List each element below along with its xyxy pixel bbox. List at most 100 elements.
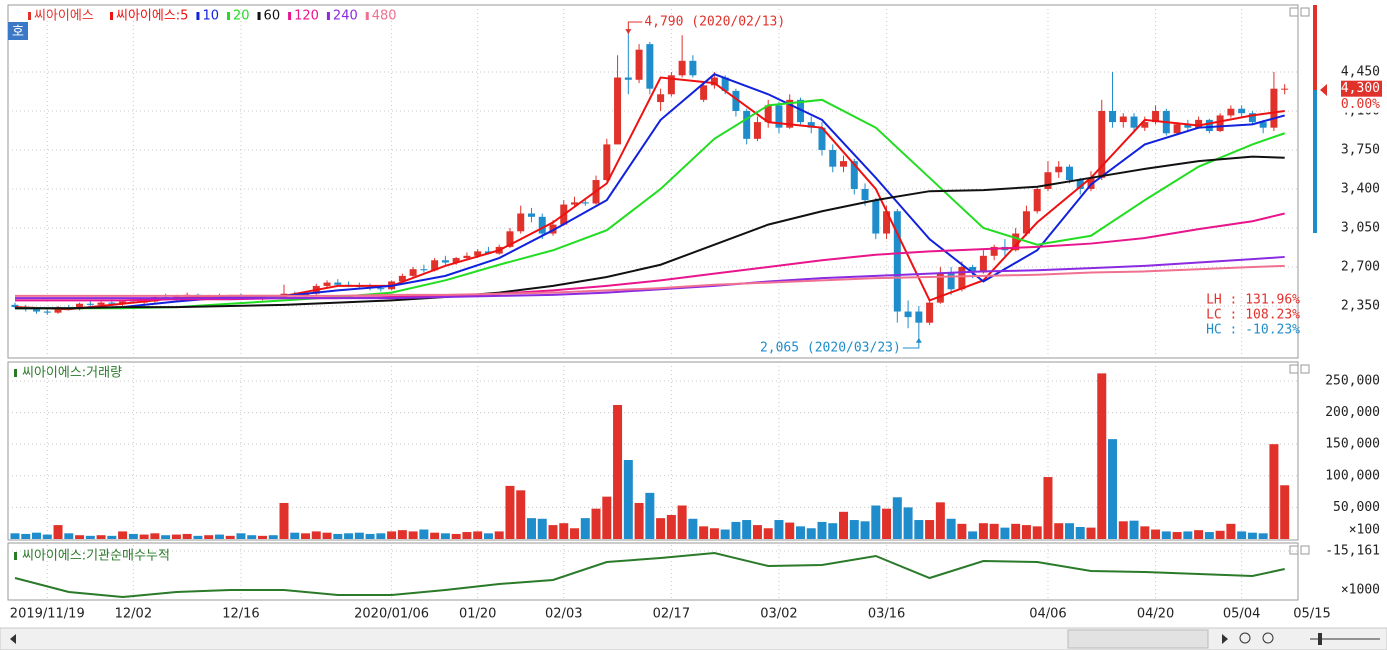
candle-body bbox=[1065, 166, 1073, 181]
volume-bar bbox=[247, 535, 257, 539]
scrollbar bbox=[0, 627, 1387, 650]
candle-body bbox=[538, 216, 546, 234]
volume-bar bbox=[602, 496, 612, 539]
x-tick-label: 12/02 bbox=[115, 607, 152, 622]
volume-bar bbox=[387, 531, 397, 539]
volume-bar bbox=[1151, 529, 1161, 539]
volume-bar bbox=[451, 533, 461, 539]
volume-bar bbox=[182, 533, 192, 539]
volume-bar bbox=[1237, 531, 1247, 539]
candle-body bbox=[635, 49, 643, 80]
candle-body bbox=[840, 161, 848, 167]
candle-body bbox=[624, 77, 632, 80]
x-tick-label: 04/20 bbox=[1137, 607, 1174, 622]
volume-bar bbox=[1204, 532, 1214, 539]
volume-bar bbox=[21, 533, 31, 539]
volume-bar bbox=[1054, 523, 1064, 539]
panel-close[interactable] bbox=[1300, 364, 1310, 374]
zoom-handle[interactable] bbox=[1318, 633, 1322, 645]
volume-bar bbox=[1032, 526, 1042, 539]
panel-close[interactable] bbox=[1300, 545, 1310, 555]
candle-body bbox=[657, 94, 665, 103]
volume-bar bbox=[548, 525, 558, 539]
volume-bar bbox=[1064, 523, 1074, 539]
panel-minimize[interactable] bbox=[1289, 7, 1299, 17]
scrollbar-track[interactable] bbox=[0, 627, 1387, 650]
annotation-label: 2,065 (2020/03/23) bbox=[760, 341, 901, 356]
volume-bar bbox=[1280, 485, 1290, 539]
volume-bar bbox=[161, 535, 171, 539]
volume-bar bbox=[860, 521, 870, 539]
volume-bar bbox=[957, 523, 967, 539]
x-tick-label: 2020/01/06 bbox=[354, 607, 429, 622]
candle-body bbox=[753, 122, 761, 139]
candle-body bbox=[1270, 88, 1278, 128]
zoom-out[interactable] bbox=[1239, 632, 1251, 644]
candle-body bbox=[893, 211, 901, 312]
candle-body bbox=[979, 255, 987, 273]
volume-bar bbox=[1269, 444, 1279, 539]
volume-bar bbox=[494, 531, 504, 539]
legend-swatch bbox=[365, 12, 369, 20]
volume-bar bbox=[236, 533, 246, 539]
last-price-label: 4,300 bbox=[1341, 81, 1380, 96]
legend-label: 10 bbox=[202, 9, 219, 24]
candle-body bbox=[1216, 115, 1224, 132]
panel-minimize[interactable] bbox=[1289, 545, 1299, 555]
volume-bar bbox=[537, 518, 547, 539]
scroll-left[interactable] bbox=[10, 634, 16, 644]
stat-label: LC : 108.23% bbox=[1206, 308, 1300, 323]
annotation-arrowhead bbox=[625, 29, 632, 35]
volume-bar bbox=[656, 518, 666, 539]
change-bg bbox=[1338, 97, 1383, 113]
candle-body bbox=[1238, 108, 1246, 114]
legend-label: 240 bbox=[333, 9, 358, 24]
volume-bar bbox=[699, 526, 709, 539]
candle-body bbox=[678, 60, 686, 76]
candle-body bbox=[904, 311, 912, 318]
volume-bar bbox=[817, 521, 827, 539]
volume-bar bbox=[290, 532, 300, 539]
volume-bar bbox=[839, 511, 849, 539]
moving-average bbox=[15, 155, 1285, 310]
y-tick-label: 2,350 bbox=[1341, 298, 1380, 313]
candle-body bbox=[581, 202, 589, 204]
volume-bar bbox=[892, 497, 902, 539]
candle-body bbox=[463, 255, 471, 259]
stat-label: HC : -10.23% bbox=[1206, 323, 1300, 338]
toggle-button[interactable] bbox=[8, 22, 28, 40]
volume-bar bbox=[85, 535, 95, 539]
volume-bar bbox=[591, 508, 601, 539]
toggle-button-label: 호 bbox=[12, 25, 24, 40]
panel-close[interactable] bbox=[1300, 7, 1310, 17]
volume-bar bbox=[193, 535, 203, 539]
volume-bar bbox=[32, 532, 42, 539]
volume-bar bbox=[1011, 523, 1021, 539]
volume-bar bbox=[322, 532, 332, 539]
scroll-right[interactable] bbox=[1222, 634, 1228, 644]
volume-bar bbox=[1258, 533, 1268, 539]
legend-label: 20 bbox=[233, 9, 250, 24]
panel-minimize[interactable] bbox=[1289, 364, 1299, 374]
scroll-thumb[interactable] bbox=[1067, 629, 1209, 649]
candle-body bbox=[700, 85, 708, 100]
moving-average bbox=[15, 264, 1285, 297]
candle-body bbox=[861, 188, 869, 201]
candle-body bbox=[764, 105, 772, 123]
volume-bar bbox=[925, 520, 935, 539]
candle-body bbox=[517, 213, 525, 232]
candle-body bbox=[1259, 122, 1267, 128]
volume-bar bbox=[946, 518, 956, 539]
x-tick-label: 01/20 bbox=[459, 607, 496, 622]
volume-bar bbox=[279, 502, 289, 539]
y-tick-label: 2,700 bbox=[1341, 259, 1380, 274]
volume-bar bbox=[118, 531, 128, 539]
volume-bar bbox=[96, 535, 106, 539]
volume-bar bbox=[1226, 523, 1236, 539]
candle-body bbox=[86, 303, 94, 305]
zoom-in[interactable] bbox=[1262, 632, 1274, 644]
volume-bar bbox=[570, 528, 580, 539]
volume-bar bbox=[1140, 526, 1150, 539]
candle-body bbox=[1281, 88, 1289, 90]
